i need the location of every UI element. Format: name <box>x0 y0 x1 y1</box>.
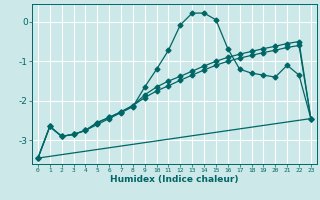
X-axis label: Humidex (Indice chaleur): Humidex (Indice chaleur) <box>110 175 239 184</box>
